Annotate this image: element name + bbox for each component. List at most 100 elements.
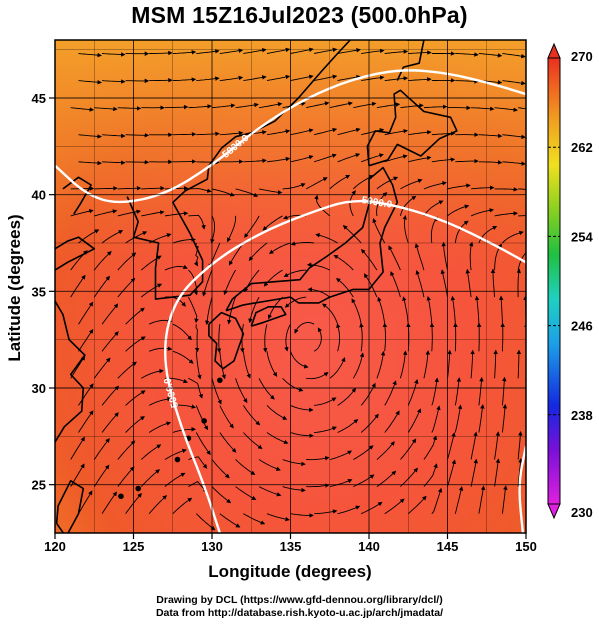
streamline	[313, 127, 338, 136]
streamline	[290, 155, 314, 163]
streamline	[494, 187, 519, 192]
streamline	[290, 404, 314, 413]
streamline	[148, 495, 168, 514]
streamline	[517, 458, 523, 487]
streamline	[244, 215, 260, 239]
streamline	[101, 230, 124, 244]
streamline	[502, 161, 526, 166]
streamline	[196, 76, 220, 82]
streamline	[321, 303, 339, 325]
streamline	[290, 74, 314, 82]
streamline	[78, 160, 102, 166]
streamline	[94, 209, 118, 217]
streamline	[188, 104, 212, 109]
streamline	[502, 134, 526, 140]
streamline	[290, 513, 314, 518]
streamline	[188, 296, 199, 324]
streamline	[141, 185, 165, 191]
streamline	[423, 181, 447, 190]
streamline	[195, 351, 202, 380]
x-tick-label: 150	[515, 539, 537, 554]
streamline	[70, 436, 85, 460]
streamline	[470, 458, 478, 487]
streamline	[407, 408, 422, 433]
streamline	[172, 50, 197, 55]
streamline	[172, 77, 197, 82]
streamline	[294, 322, 315, 334]
streamline	[243, 47, 267, 54]
streamline	[243, 75, 267, 82]
x-tick-label: 145	[437, 539, 459, 554]
streamline	[211, 486, 232, 504]
streamline	[455, 158, 479, 164]
streamline	[78, 134, 102, 139]
x-tick-label: 120	[44, 539, 66, 554]
streamline	[518, 107, 526, 110]
streamline	[93, 438, 110, 460]
streamline	[164, 185, 189, 191]
streamline	[219, 432, 237, 453]
streamline	[402, 296, 409, 325]
colorbar-label: 246	[571, 319, 593, 334]
streamline	[314, 74, 338, 82]
chart-title: MSM 15Z16Jul2023 (500.0hPa)	[131, 2, 468, 28]
streamline	[93, 464, 110, 487]
streamline	[172, 497, 193, 515]
streamline	[440, 269, 448, 298]
streamline	[471, 185, 495, 190]
streamline	[219, 130, 244, 136]
streamline	[517, 252, 526, 271]
streamline	[329, 357, 346, 379]
streamline	[353, 445, 374, 460]
streamline	[465, 268, 472, 298]
streamline	[117, 106, 142, 111]
streamline	[314, 509, 338, 515]
contour-line	[518, 445, 526, 533]
streamline	[283, 269, 307, 277]
streamline	[337, 505, 361, 515]
streamline	[423, 104, 448, 109]
streamline	[188, 269, 198, 296]
streamline	[333, 254, 354, 271]
streamline	[384, 154, 408, 163]
streamline	[478, 404, 485, 433]
streamline	[101, 303, 119, 325]
streamline	[376, 441, 395, 460]
streamline	[426, 295, 433, 325]
streamline	[360, 413, 379, 433]
streamline	[525, 242, 526, 243]
colorbar-label: 254	[571, 229, 593, 244]
streamline	[93, 275, 110, 298]
streamline	[384, 49, 409, 54]
colorbar-bottom-triangle	[547, 503, 561, 520]
streamline	[454, 220, 469, 244]
streamline	[282, 459, 306, 467]
streamline	[78, 490, 93, 514]
streamline	[407, 495, 427, 515]
streamline	[454, 377, 462, 406]
streamline	[117, 361, 137, 379]
streamline	[70, 107, 95, 112]
streamline	[337, 387, 357, 406]
streamline	[228, 242, 244, 266]
streamline	[235, 378, 248, 404]
y-axis-title: Latitude (degrees)	[5, 214, 24, 361]
coastline	[55, 300, 86, 443]
streamline	[408, 50, 432, 55]
streamline	[502, 80, 526, 86]
streamline	[125, 133, 150, 138]
streamline	[493, 349, 498, 379]
streamline	[384, 380, 397, 406]
y-ticks: 25 30 35 40 45	[32, 91, 55, 493]
streamline	[266, 432, 289, 445]
streamline	[516, 349, 522, 379]
credits: Drawing by DCL (https://www.gfd-dennou.o…	[0, 594, 599, 620]
streamline	[227, 296, 237, 325]
island	[118, 493, 124, 500]
island	[135, 485, 142, 492]
streamline	[478, 485, 486, 514]
streamline	[216, 324, 222, 353]
streamline	[501, 485, 508, 514]
streamline	[266, 513, 290, 522]
